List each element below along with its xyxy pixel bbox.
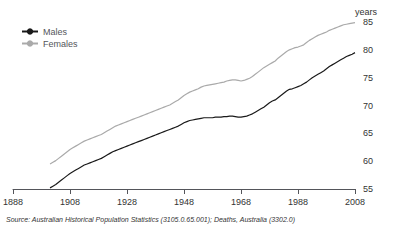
svg-text:1948: 1948: [174, 197, 194, 207]
svg-text:years: years: [355, 7, 378, 17]
svg-text:55: 55: [363, 184, 373, 194]
svg-text:1928: 1928: [117, 197, 137, 207]
svg-text:1968: 1968: [231, 197, 251, 207]
svg-text:65: 65: [363, 128, 373, 138]
svg-text:Females: Females: [43, 39, 78, 49]
svg-text:85: 85: [363, 17, 373, 27]
svg-text:1888: 1888: [3, 197, 23, 207]
svg-text:1908: 1908: [60, 197, 80, 207]
svg-text:Males: Males: [43, 27, 68, 37]
svg-text:80: 80: [363, 45, 373, 55]
svg-text:60: 60: [363, 156, 373, 166]
svg-text:2008: 2008: [345, 197, 365, 207]
svg-text:1988: 1988: [288, 197, 308, 207]
svg-text:70: 70: [363, 101, 373, 111]
svg-text:Source: Australian Historical: Source: Australian Historical Population…: [6, 216, 295, 224]
svg-text:75: 75: [363, 73, 373, 83]
